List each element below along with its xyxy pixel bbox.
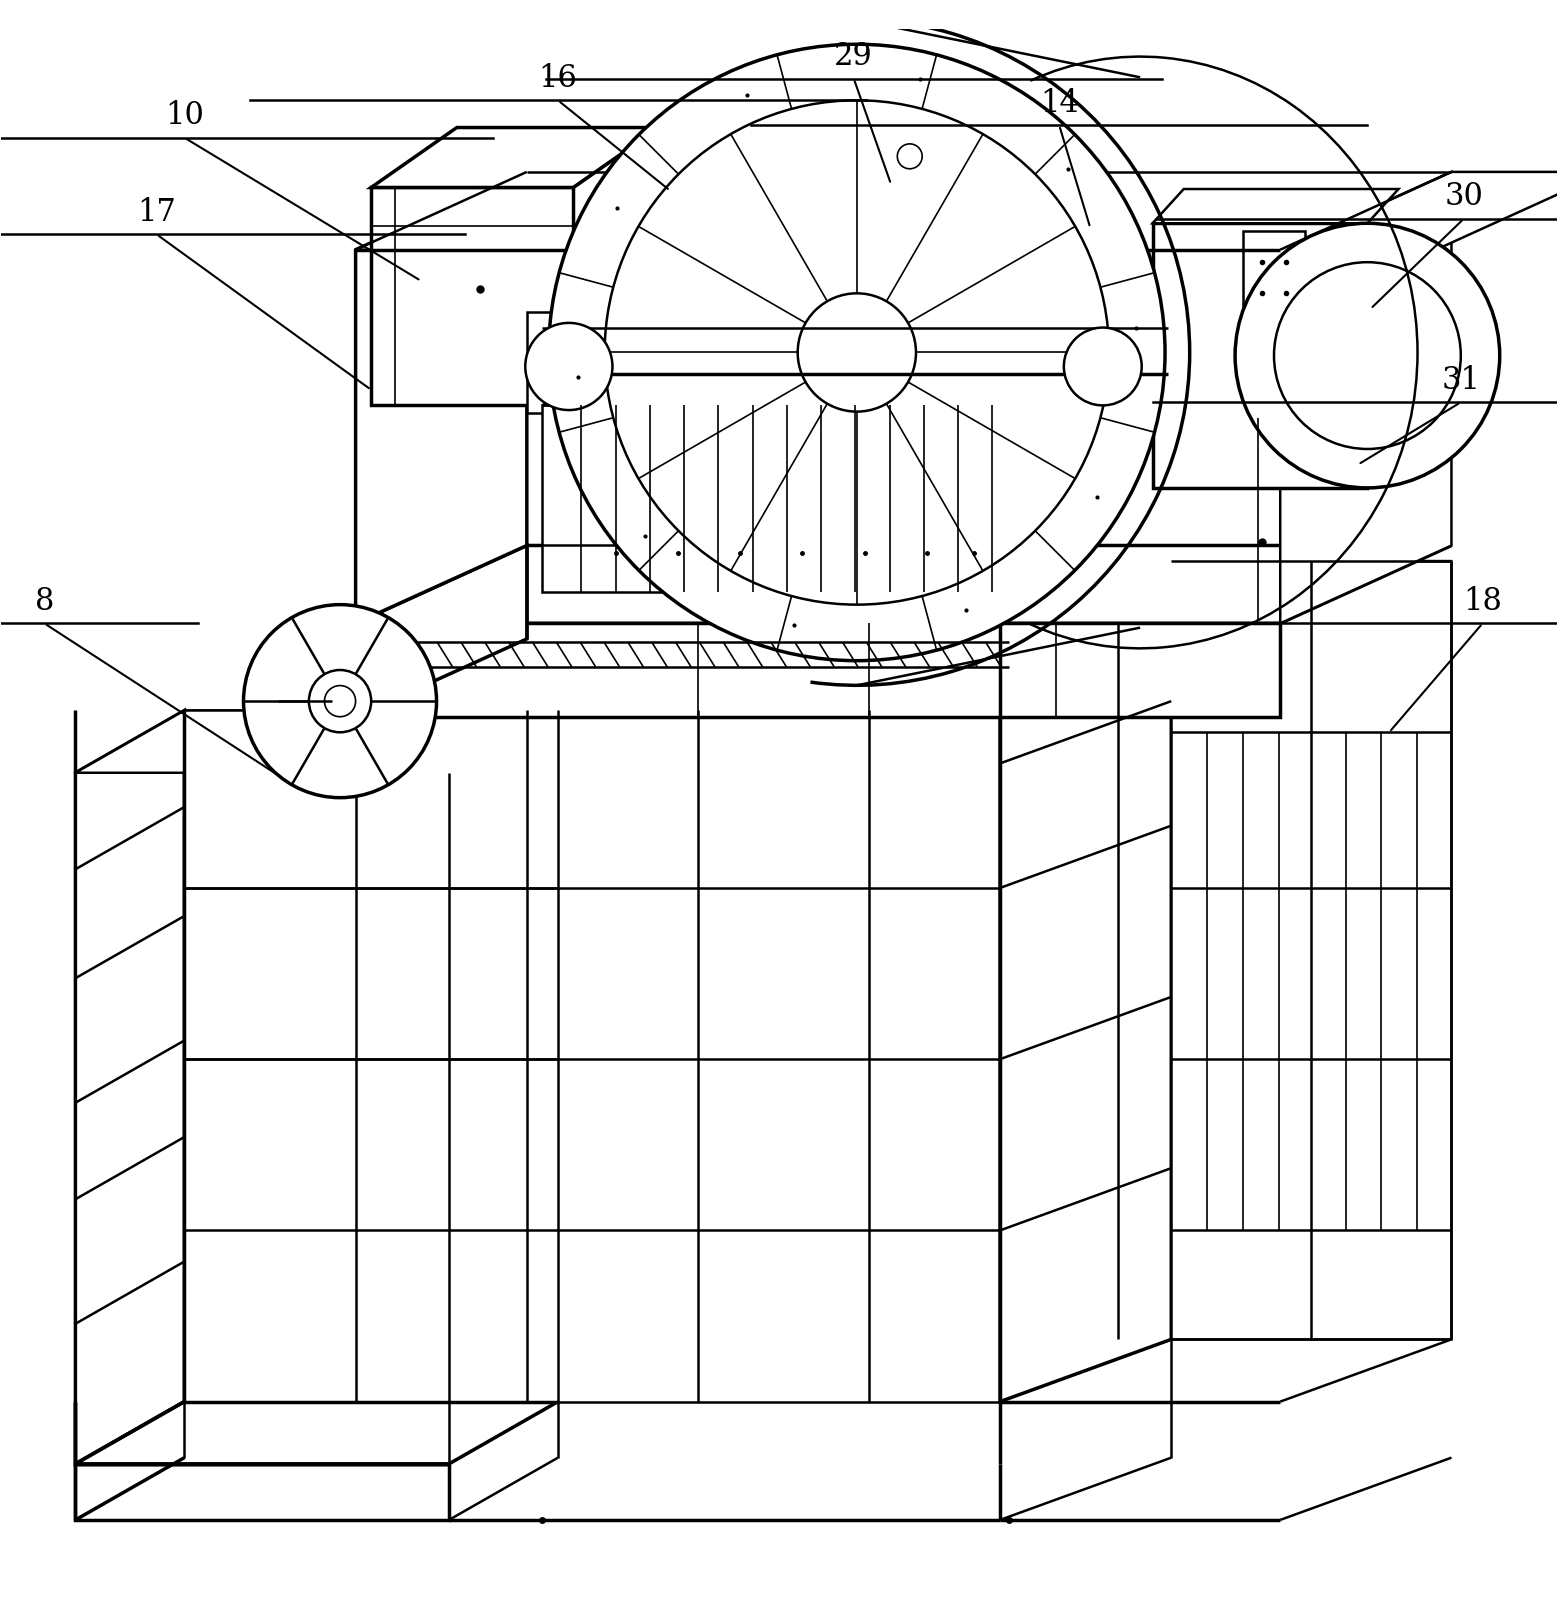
Polygon shape [75, 710, 184, 1464]
Text: 18: 18 [1463, 586, 1502, 617]
Circle shape [1064, 328, 1142, 405]
Text: 17: 17 [137, 197, 176, 228]
Circle shape [605, 100, 1109, 605]
Polygon shape [542, 405, 1010, 592]
Circle shape [897, 144, 922, 169]
Text: 16: 16 [539, 63, 578, 94]
Text: 29: 29 [835, 42, 872, 73]
Polygon shape [573, 128, 659, 405]
Text: 10: 10 [165, 100, 204, 131]
Polygon shape [542, 347, 1095, 405]
Polygon shape [1172, 562, 1452, 1340]
Circle shape [548, 44, 1165, 660]
Polygon shape [75, 1401, 558, 1464]
Polygon shape [1000, 562, 1172, 1401]
Polygon shape [1243, 231, 1306, 316]
Polygon shape [355, 623, 1281, 717]
Polygon shape [371, 128, 659, 187]
Text: 30: 30 [1444, 181, 1483, 213]
Polygon shape [371, 187, 573, 405]
Polygon shape [355, 546, 1452, 623]
Text: 14: 14 [1039, 89, 1078, 119]
Polygon shape [355, 173, 527, 623]
Polygon shape [1067, 312, 1137, 413]
Polygon shape [75, 1464, 449, 1520]
Polygon shape [355, 173, 698, 250]
Circle shape [324, 686, 355, 717]
Polygon shape [75, 710, 558, 773]
Text: 8: 8 [34, 586, 55, 617]
Circle shape [1274, 261, 1461, 449]
Polygon shape [1281, 173, 1558, 250]
Polygon shape [1000, 562, 1452, 623]
Circle shape [798, 294, 916, 412]
Polygon shape [901, 153, 919, 216]
Polygon shape [1281, 173, 1452, 623]
Text: 31: 31 [1441, 365, 1480, 395]
Polygon shape [1153, 189, 1399, 223]
Polygon shape [527, 312, 605, 413]
Circle shape [525, 323, 612, 410]
Polygon shape [1153, 223, 1368, 487]
Polygon shape [355, 546, 527, 717]
Circle shape [1235, 223, 1500, 487]
Circle shape [308, 670, 371, 733]
Circle shape [243, 605, 436, 797]
Polygon shape [184, 710, 1000, 1401]
